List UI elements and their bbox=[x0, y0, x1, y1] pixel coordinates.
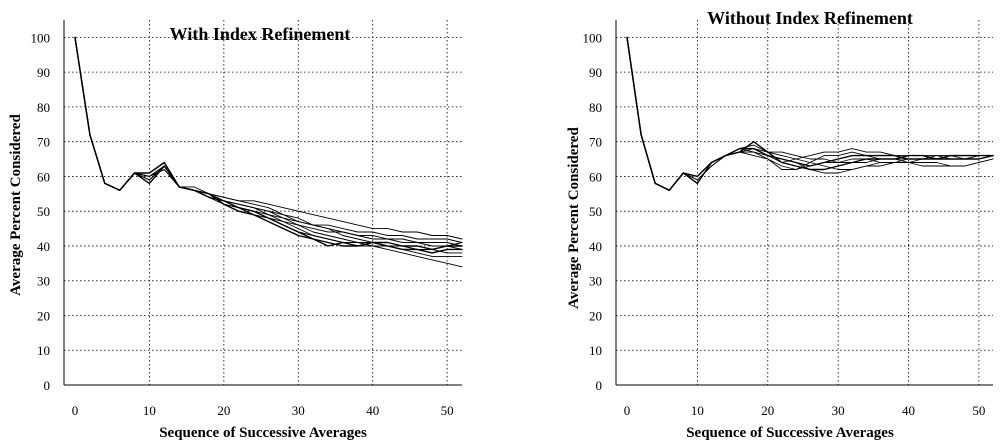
x-axis-label: Sequence of Successive Averages bbox=[159, 425, 367, 441]
y-tick-label: 20 bbox=[589, 308, 602, 323]
y-tick-label: 70 bbox=[37, 135, 50, 150]
y-tick-label: 80 bbox=[37, 100, 50, 115]
y-tick-label: 60 bbox=[37, 169, 50, 184]
x-tick-label: 30 bbox=[832, 403, 845, 418]
x-tick-label: 30 bbox=[292, 403, 305, 418]
x-tick-label: 50 bbox=[441, 403, 454, 418]
series-line bbox=[74, 36, 463, 257]
chart-1: 0 10 20 30 40 50 60 70 80 90 100 0 10 20 30 40 50 With In… bbox=[8, 20, 463, 441]
y-tick-label: 30 bbox=[589, 274, 602, 289]
x-tick-label: 10 bbox=[143, 403, 156, 418]
x-tick-label: 20 bbox=[217, 403, 230, 418]
series-line bbox=[626, 36, 994, 191]
y-tick-label: 10 bbox=[37, 343, 50, 358]
y-tick-label: 80 bbox=[589, 100, 602, 115]
series-line bbox=[74, 36, 463, 254]
series-line bbox=[626, 36, 994, 191]
y-tick-label: 20 bbox=[37, 308, 50, 323]
y-tick-label: 100 bbox=[31, 30, 51, 45]
x-tick-label: 50 bbox=[972, 403, 985, 418]
series-line bbox=[74, 36, 463, 243]
y-tick-label: 40 bbox=[589, 239, 602, 254]
chart-title: Without Index Refinement bbox=[707, 8, 913, 28]
y-tick-label: 0 bbox=[44, 378, 51, 393]
chart-title: With Index Refinement bbox=[170, 24, 351, 44]
series-line bbox=[626, 36, 994, 191]
y-tick-label: 70 bbox=[589, 135, 602, 150]
x-tick-label: 20 bbox=[761, 403, 774, 418]
y-tick-label: 10 bbox=[589, 343, 602, 358]
y-tick-label: 0 bbox=[596, 378, 603, 393]
series-line bbox=[626, 36, 994, 191]
series-line bbox=[74, 36, 463, 240]
series-line bbox=[74, 36, 463, 251]
x-tick-label: 10 bbox=[691, 403, 704, 418]
y-tick-label: 40 bbox=[37, 239, 50, 254]
series-line bbox=[626, 36, 994, 192]
y-axis-label: Average Percent Considered bbox=[8, 114, 24, 296]
series-line bbox=[626, 36, 994, 192]
x-tick-label: 0 bbox=[624, 403, 631, 418]
y-tick-label: 50 bbox=[37, 204, 50, 219]
chart-2: 0 10 20 30 40 50 60 70 80 90 100 0 10 20 30 40 50 Without… bbox=[566, 8, 994, 441]
y-tick-label: 90 bbox=[37, 65, 50, 80]
y-tick-label: 100 bbox=[583, 30, 603, 45]
y-axis-label: Average Percent Considered bbox=[566, 127, 582, 309]
x-axis-label: Sequence of Successive Averages bbox=[686, 425, 894, 441]
series-line bbox=[74, 36, 463, 254]
x-tick-label: 0 bbox=[72, 403, 79, 418]
x-tick-label: 40 bbox=[902, 403, 915, 418]
series-line bbox=[626, 36, 994, 191]
x-tick-label: 40 bbox=[366, 403, 379, 418]
y-tick-label: 90 bbox=[589, 65, 602, 80]
y-tick-label: 50 bbox=[589, 204, 602, 219]
series-line bbox=[626, 36, 994, 191]
y-tick-label: 30 bbox=[37, 274, 50, 289]
y-tick-label: 60 bbox=[589, 169, 602, 184]
